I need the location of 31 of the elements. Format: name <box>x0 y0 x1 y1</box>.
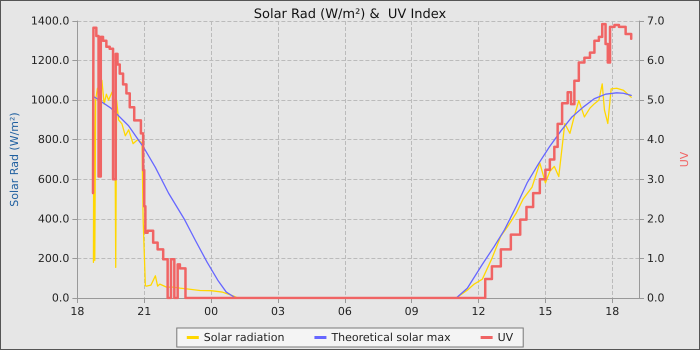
y-axis-title: Solar Rad (W/m²) <box>8 112 21 207</box>
x-tick-label: 15 <box>538 305 552 318</box>
y2-tick-label: 7.0 <box>647 14 664 28</box>
x-tick-label: 18 <box>605 305 620 318</box>
y2-tick-label: 3.0 <box>647 172 664 186</box>
x-tick-label: 12 <box>472 305 486 318</box>
y-tick-label: 1200.0 <box>30 54 70 68</box>
x-tick-label: 21 <box>137 305 152 318</box>
y2-tick-label: 1.0 <box>647 252 664 265</box>
y2-axis-title: UV <box>678 151 691 168</box>
x-tick-label: 06 <box>338 305 352 318</box>
y2-tick-label: 4.0 <box>647 133 664 146</box>
y2-tick-label: 6.0 <box>647 54 664 68</box>
chart-title: Solar Rad (W/m²) & UV Index <box>254 7 447 22</box>
y-tick-label: 1000.0 <box>30 94 70 107</box>
legend-label: UV <box>498 331 514 344</box>
y-tick-label: 600.0 <box>38 172 70 186</box>
y-tick-label: 800.0 <box>38 133 70 146</box>
x-tick-label: 18 <box>70 305 84 318</box>
legend-label: Solar radiation <box>204 331 284 344</box>
y-tick-label: 200.0 <box>38 252 70 265</box>
y-tick-label: 0.0 <box>52 292 70 304</box>
y2-tick-label: 0.0 <box>647 292 664 304</box>
y-tick-label: 1400.0 <box>30 14 70 28</box>
y2-tick-label: 2.0 <box>647 212 664 226</box>
legend-label: Theoretical solar max <box>330 331 452 344</box>
x-tick-label: 00 <box>204 305 218 318</box>
y-tick-label: 400.0 <box>38 212 70 226</box>
x-tick-label: 09 <box>404 305 419 318</box>
x-tick-label: 03 <box>270 305 285 318</box>
y2-tick-label: 5.0 <box>647 94 664 107</box>
